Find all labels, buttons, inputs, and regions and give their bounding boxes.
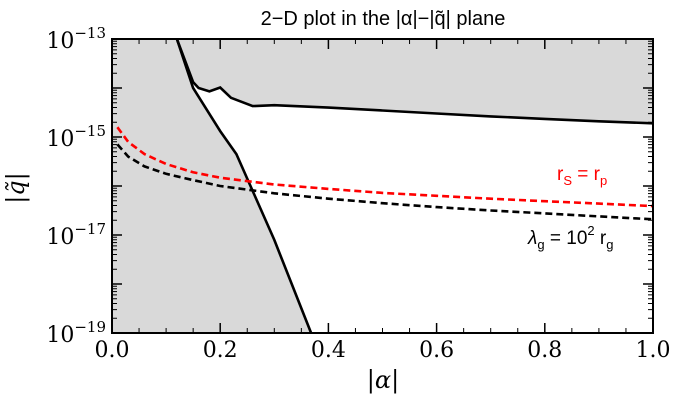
y-tick-label: 10−15 xyxy=(46,122,106,152)
boundary-line-left xyxy=(175,38,313,334)
series-line-lambda xyxy=(116,143,654,221)
x-tick-label: 0.8 xyxy=(527,338,562,363)
boundary-line-upper xyxy=(175,38,654,125)
x-tick-label: 0.6 xyxy=(419,338,454,363)
excluded-region-left xyxy=(112,39,312,333)
chart-title: 2−D plot in the |α|−|q̃| plane xyxy=(261,8,506,30)
series-line-rs xyxy=(116,126,654,208)
y-tick-label: 10−19 xyxy=(46,318,106,348)
excluded-region-upper xyxy=(176,39,653,124)
y-axis-label: |q̃| xyxy=(2,172,31,204)
plot-area xyxy=(112,38,654,334)
ticks: 0.0 0.2 0.4 0.6 0.8 1.0 10−13 10−15 10−17 10−19 xyxy=(46,24,670,363)
x-tick-label: 1.0 xyxy=(636,338,671,363)
y-tick-label: 10−13 xyxy=(46,24,106,54)
x-tick-label: 0.0 xyxy=(95,338,130,363)
y-tick-label: 10−17 xyxy=(46,220,106,250)
legend-label-rs: rS = rp xyxy=(557,164,607,188)
x-tick-label: 0.2 xyxy=(203,338,238,363)
legend-label-lambda: λg = 102 rg xyxy=(527,223,613,252)
x-tick-label: 0.4 xyxy=(311,338,346,363)
x-axis-label: |α| xyxy=(367,366,399,395)
